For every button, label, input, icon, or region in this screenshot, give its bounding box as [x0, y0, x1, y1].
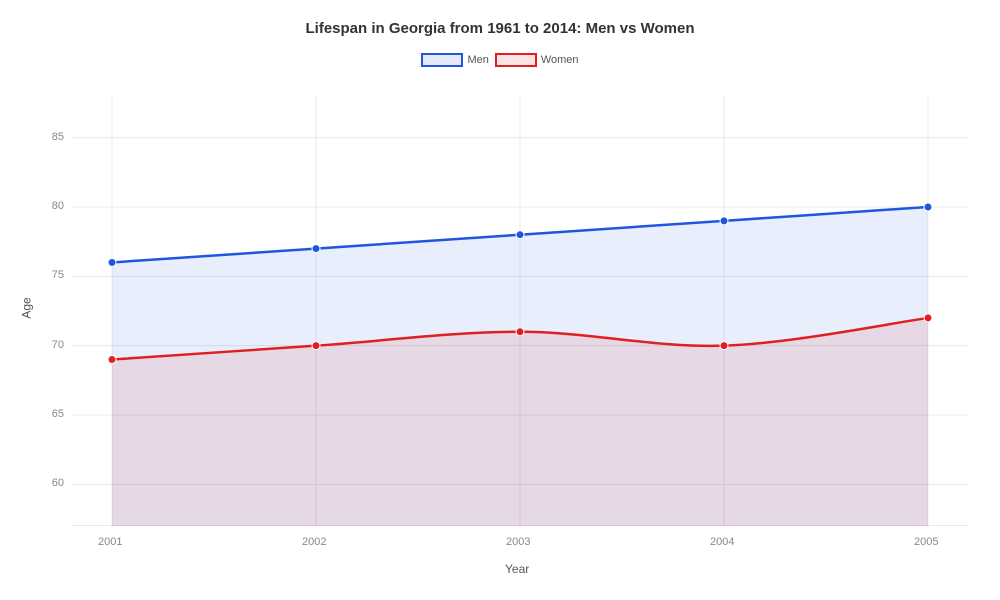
y-tick-label: 70: [52, 339, 64, 351]
legend-label-women: Women: [541, 54, 579, 66]
y-tick-label: 80: [52, 200, 64, 212]
legend-label-men: Men: [467, 54, 488, 66]
y-tick-label: 75: [52, 269, 64, 281]
legend-item-men[interactable]: Men: [421, 53, 488, 67]
legend-swatch-men: [421, 53, 463, 67]
y-tick-label: 85: [52, 131, 64, 143]
x-tick-label: 2001: [98, 536, 122, 548]
legend-item-women[interactable]: Women: [495, 53, 579, 67]
y-tick-label: 65: [52, 408, 64, 420]
legend: Men Women: [0, 53, 1000, 67]
x-axis-title: Year: [505, 562, 529, 576]
y-axis-title: Age: [20, 297, 34, 318]
x-tick-label: 2004: [710, 536, 734, 548]
chart-container: Lifespan in Georgia from 1961 to 2014: M…: [0, 0, 1000, 600]
x-tick-label: 2003: [506, 536, 530, 548]
plot-area: [72, 96, 968, 526]
legend-swatch-women: [495, 53, 537, 67]
x-tick-label: 2005: [914, 536, 938, 548]
chart-title: Lifespan in Georgia from 1961 to 2014: M…: [0, 0, 1000, 37]
x-tick-label: 2002: [302, 536, 326, 548]
y-tick-label: 60: [52, 477, 64, 489]
